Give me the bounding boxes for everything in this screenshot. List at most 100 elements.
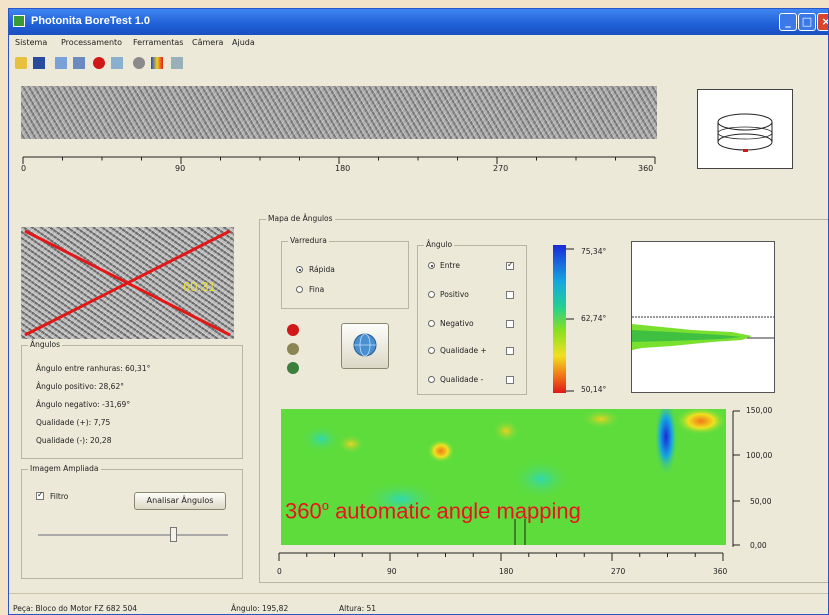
quality-negative: Qualidade (-): 20,28 <box>36 436 112 445</box>
scan-group-title: Varredura <box>288 236 329 245</box>
angle-positive-checkbox[interactable] <box>506 291 514 299</box>
status-bar: Peça: Bloco do Motor FZ 682 504 Ângulo: … <box>9 593 828 614</box>
zoom-slider-track[interactable] <box>38 534 228 536</box>
angle-between-label: Entre <box>440 261 460 270</box>
window-title: Photonita BoreTest 1.0 <box>31 15 150 27</box>
cylinder-icon <box>717 113 773 152</box>
angle-negative-checkbox[interactable] <box>506 320 514 328</box>
capture-icon[interactable] <box>73 57 85 69</box>
save-icon[interactable] <box>33 57 45 69</box>
scan-fine-radio[interactable] <box>296 286 303 293</box>
zoomed-surface-image: 60.31 <box>21 227 234 339</box>
angle-positive-label: Positivo <box>440 290 469 299</box>
open-icon[interactable] <box>15 57 27 69</box>
height-axis <box>732 410 740 547</box>
colorbar-max: 75,34° <box>581 247 607 256</box>
filter-label: Filtro <box>50 492 69 501</box>
map-x-tick-label: 0 <box>277 567 282 576</box>
angle-negative-label: Negativo <box>440 319 474 328</box>
angle-negative-radio[interactable] <box>428 320 435 327</box>
map-x-tick-label: 360 <box>713 567 728 576</box>
quality-minus-checkbox[interactable] <box>506 376 514 384</box>
check-icon: ✓ <box>507 260 514 269</box>
colorbar-min: 50,14° <box>581 385 607 394</box>
close-button[interactable]: × <box>817 13 828 31</box>
negative-angle: Ângulo negativo: -31,69° <box>36 400 131 409</box>
angle-between-grooves: Ângulo entre ranhuras: 60,31° <box>36 364 151 373</box>
strip-tick-label: 90 <box>175 164 186 173</box>
colorbar-ticks <box>566 248 574 392</box>
height-tick-label: 150,00 <box>746 406 773 415</box>
colorbar <box>553 245 566 393</box>
angles-groupbox: Ângulos Ângulo entre ranhuras: 60,31° Ân… <box>21 340 243 459</box>
strip-tick-label: 180 <box>335 164 351 173</box>
zoom-slider-thumb[interactable] <box>169 527 177 542</box>
quality-plus-checkbox[interactable] <box>506 347 514 355</box>
height-tick-label: 50,00 <box>750 497 772 506</box>
menu-bar: Sistema Processamento Ferramentas Câmera… <box>9 36 828 50</box>
map-x-axis <box>278 552 724 561</box>
quality-minus-label: Qualidade - <box>440 375 484 384</box>
minimize-button[interactable]: _ <box>779 13 797 31</box>
check-icon: ✓ <box>37 490 44 499</box>
app-icon <box>13 15 25 27</box>
height-tick-label: 100,00 <box>746 451 773 460</box>
camera-icon[interactable] <box>55 57 67 69</box>
map-x-tick-label: 270 <box>611 567 626 576</box>
menu-sistema[interactable]: Sistema <box>15 38 48 47</box>
scan-fine-label: Fina <box>309 285 325 294</box>
colorbar-mid: 62,74° <box>581 314 607 323</box>
status-piece: Peça: Bloco do Motor FZ 682 504 <box>13 604 138 613</box>
globe-icon <box>353 333 377 357</box>
angle-heatmap <box>281 409 726 545</box>
quality-plus-radio[interactable] <box>428 347 435 354</box>
filter-checkbox[interactable]: ✓ <box>36 490 44 500</box>
run-map-button[interactable] <box>341 323 389 369</box>
info-icon[interactable] <box>171 57 183 69</box>
zoom-group-title: Imagem Ampliada <box>28 464 101 473</box>
angle-histogram <box>631 241 775 393</box>
status-angle: Ângulo: 195,82 <box>231 604 289 613</box>
caption-degree: o <box>321 498 329 513</box>
zoom-groupbox: Imagem Ampliada ✓ Filtro Analisar Ângulo… <box>21 464 243 579</box>
status-light-green <box>287 362 299 374</box>
height-tick-label: 0,00 <box>750 541 767 550</box>
settings-icon[interactable] <box>133 57 145 69</box>
angle-map-title: Mapa de Ângulos <box>266 214 335 223</box>
angle-type-groupbox: Ângulo Entre ✓ Positivo Negativo Qualida… <box>417 240 527 395</box>
maximize-button[interactable]: □ <box>798 13 816 31</box>
quality-positive: Qualidade (+): 7,75 <box>36 418 111 427</box>
menu-ferramentas[interactable]: Ferramentas <box>133 38 184 47</box>
toolbar <box>9 53 828 75</box>
menu-processamento[interactable]: Processamento <box>61 38 123 47</box>
map-x-tick-label: 180 <box>499 567 514 576</box>
menu-camera[interactable]: Câmera <box>192 38 224 47</box>
positive-angle: Ângulo positivo: 28,62° <box>36 382 124 391</box>
scan-fast-radio[interactable] <box>296 266 303 273</box>
tool-icon[interactable] <box>111 57 123 69</box>
angle-between-radio[interactable] <box>428 262 435 269</box>
angle-type-title: Ângulo <box>424 240 455 249</box>
feature-caption: 360o automatic angle mapping <box>285 498 581 524</box>
app-window: Photonita BoreTest 1.0 _ □ × Sistema Pro… <box>8 8 829 615</box>
status-light-red <box>287 324 299 336</box>
strip-tick-label: 270 <box>493 164 509 173</box>
title-bar: Photonita BoreTest 1.0 _ □ × <box>9 9 828 35</box>
strip-tick-label: 360 <box>638 164 654 173</box>
histogram-plot <box>632 316 774 350</box>
angles-group-title: Ângulos <box>28 340 62 349</box>
angle-between-checkbox[interactable]: ✓ <box>506 260 514 270</box>
map-x-tick-label: 90 <box>387 567 397 576</box>
colormap-icon[interactable] <box>151 57 163 69</box>
angle-positive-radio[interactable] <box>428 291 435 298</box>
scan-fast-label: Rápida <box>309 265 335 274</box>
caption-text: automatic angle mapping <box>328 498 581 524</box>
record-icon[interactable] <box>93 57 105 69</box>
status-height: Altura: 51 <box>339 604 377 613</box>
analyze-angles-button[interactable]: Analisar Ângulos <box>134 492 226 510</box>
caption-number: 360 <box>285 498 322 524</box>
strip-axis <box>22 156 656 164</box>
status-light-yellow <box>287 343 299 355</box>
menu-ajuda[interactable]: Ajuda <box>232 38 255 47</box>
quality-minus-radio[interactable] <box>428 376 435 383</box>
